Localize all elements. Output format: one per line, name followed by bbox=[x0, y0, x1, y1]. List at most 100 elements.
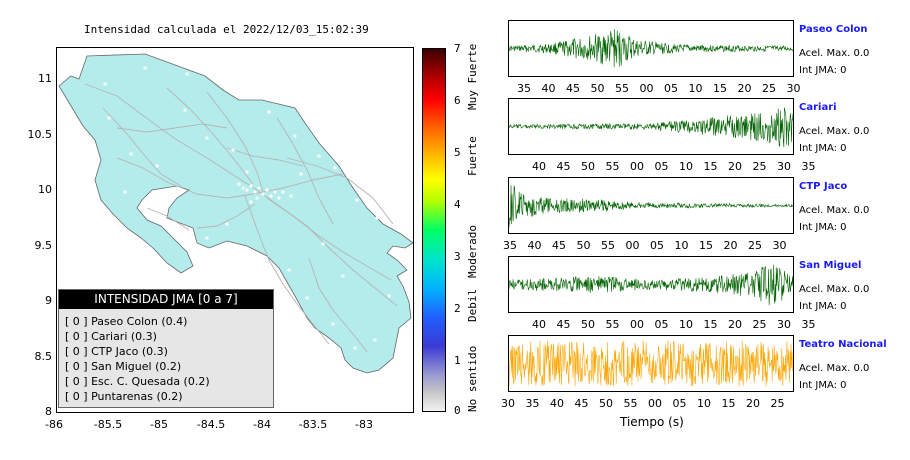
waveform-plot bbox=[509, 185, 793, 227]
time-tick: 15 bbox=[703, 160, 718, 173]
time-tick: 05 bbox=[664, 82, 678, 95]
colorbar-tick-5: 5 bbox=[454, 146, 461, 159]
latitude-tick: 8 bbox=[45, 405, 52, 418]
legend-item-5: [ 0 ] Esc. C. Quesada (0.2) bbox=[65, 375, 210, 388]
longitude-tick: -83 bbox=[355, 418, 373, 431]
station-name: Teatro Nacional bbox=[799, 339, 887, 350]
station-acceleration: Acel. Max. 0.0 bbox=[799, 284, 870, 295]
time-tick: 15 bbox=[699, 239, 713, 252]
waveform-trace bbox=[509, 107, 793, 148]
colorbar-tick-1: 1 bbox=[454, 354, 461, 367]
time-tick: 00 bbox=[625, 239, 640, 252]
waveform-plot bbox=[509, 340, 793, 387]
time-tick: 45 bbox=[552, 239, 566, 252]
time-tick: 10 bbox=[679, 318, 693, 331]
time-tick: 35 bbox=[801, 318, 816, 331]
time-tick: 40 bbox=[527, 239, 542, 252]
longitude-tick: -85 bbox=[150, 418, 168, 431]
station-intensity: Int JMA: 0 bbox=[799, 380, 847, 391]
time-tick: 45 bbox=[556, 318, 571, 331]
time-tick: 15 bbox=[703, 318, 718, 331]
legend-item-6: [ 0 ] Puntarenas (0.2) bbox=[65, 390, 183, 403]
station-name: Cariari bbox=[799, 102, 837, 113]
time-tick: 45 bbox=[556, 160, 571, 173]
time-tick: 10 bbox=[688, 82, 703, 95]
latitude-tick: 10.5 bbox=[27, 128, 53, 141]
time-tick: 40 bbox=[541, 82, 556, 95]
time-axis-label: Tiempo (s) bbox=[620, 415, 684, 429]
time-tick: 30 bbox=[786, 82, 801, 95]
time-tick: 50 bbox=[581, 318, 595, 331]
time-tick: 00 bbox=[648, 397, 662, 410]
time-tick: 15 bbox=[721, 397, 736, 410]
longitude-tick: -84.5 bbox=[196, 418, 226, 431]
time-tick: 50 bbox=[576, 239, 591, 252]
map-title: Intensidad calculada el 2022/12/03_15:02… bbox=[84, 23, 369, 36]
time-tick: 25 bbox=[770, 397, 785, 410]
legend-item-4: [ 0 ] San Miguel (0.2) bbox=[65, 360, 182, 373]
latitude-tick: 10 bbox=[38, 183, 52, 196]
time-tick: 30 bbox=[772, 239, 787, 252]
time-tick: 00 bbox=[630, 160, 644, 173]
time-tick: 10 bbox=[697, 397, 711, 410]
waveform-trace bbox=[509, 185, 793, 227]
time-tick: 25 bbox=[752, 318, 767, 331]
longitude-tick: -85.5 bbox=[93, 418, 123, 431]
time-tick: 50 bbox=[590, 82, 605, 95]
legend-title: INTENSIDAD JMA [0 a 7] bbox=[59, 290, 273, 309]
station-acceleration: Acel. Max. 0.0 bbox=[799, 48, 870, 59]
time-tick: 05 bbox=[650, 239, 664, 252]
latitude-tick: 11 bbox=[38, 72, 52, 85]
time-tick: 55 bbox=[601, 239, 615, 252]
waveform-panel bbox=[508, 20, 794, 77]
time-tick: 20 bbox=[728, 160, 742, 173]
waveform-panel bbox=[508, 335, 794, 392]
time-tick: 45 bbox=[566, 82, 580, 95]
time-tick: 40 bbox=[550, 397, 564, 410]
time-tick: 40 bbox=[532, 160, 546, 173]
waveform-panel bbox=[508, 256, 794, 313]
time-tick: 05 bbox=[654, 160, 669, 173]
latitude-tick: 8.5 bbox=[34, 350, 53, 363]
time-tick: 55 bbox=[615, 82, 629, 95]
latitude-tick: 9 bbox=[45, 294, 52, 307]
time-tick: 05 bbox=[654, 318, 669, 331]
time-tick: 05 bbox=[672, 397, 687, 410]
costa-rica-landmass bbox=[58, 53, 413, 374]
longitude-tick: -83.5 bbox=[298, 418, 328, 431]
colorbar-tick-3: 3 bbox=[454, 250, 461, 263]
station-intensity: Int JMA: 0 bbox=[799, 222, 847, 233]
time-tick: 25 bbox=[762, 82, 776, 95]
time-tick: 30 bbox=[501, 397, 515, 410]
time-tick: 45 bbox=[574, 397, 589, 410]
waveform-trace bbox=[509, 340, 793, 387]
waveform-plot bbox=[509, 264, 793, 306]
time-tick: 35 bbox=[525, 397, 540, 410]
colorbar-label-no-sentido: No sentido bbox=[466, 345, 479, 412]
station-acceleration: Acel. Max. 0.0 bbox=[799, 363, 870, 374]
waveform-panel bbox=[508, 177, 794, 234]
waveform-trace bbox=[509, 29, 793, 68]
colorbar-label-fuerte: Fuerte bbox=[466, 136, 479, 176]
station-name: CTP Jaco bbox=[799, 181, 848, 192]
time-tick: 35 bbox=[517, 82, 531, 95]
time-tick: 40 bbox=[532, 318, 546, 331]
time-tick: 55 bbox=[605, 318, 620, 331]
longitude-tick: -84 bbox=[253, 418, 271, 431]
time-tick: 10 bbox=[679, 160, 693, 173]
intensity-legend: INTENSIDAD JMA [0 a 7] [ 0 ] Paseo Colon… bbox=[58, 289, 274, 408]
time-tick: 20 bbox=[737, 82, 752, 95]
waveform-trace bbox=[509, 264, 793, 306]
colorbar-label-moderado: Moderado bbox=[466, 225, 479, 278]
legend-item-2: [ 0 ] Cariari (0.3) bbox=[65, 330, 157, 343]
intensity-colorbar bbox=[422, 48, 446, 412]
station-markers bbox=[103, 66, 391, 350]
time-tick: 20 bbox=[746, 397, 760, 410]
station-name: Paseo Colon bbox=[799, 24, 868, 35]
colorbar-label-debil: Debil bbox=[466, 288, 479, 322]
colorbar-tick-6: 6 bbox=[454, 94, 461, 107]
time-tick: 00 bbox=[639, 82, 654, 95]
time-tick: 30 bbox=[777, 160, 791, 173]
station-acceleration: Acel. Max. 0.0 bbox=[799, 205, 870, 216]
waveform-panel bbox=[508, 98, 794, 155]
